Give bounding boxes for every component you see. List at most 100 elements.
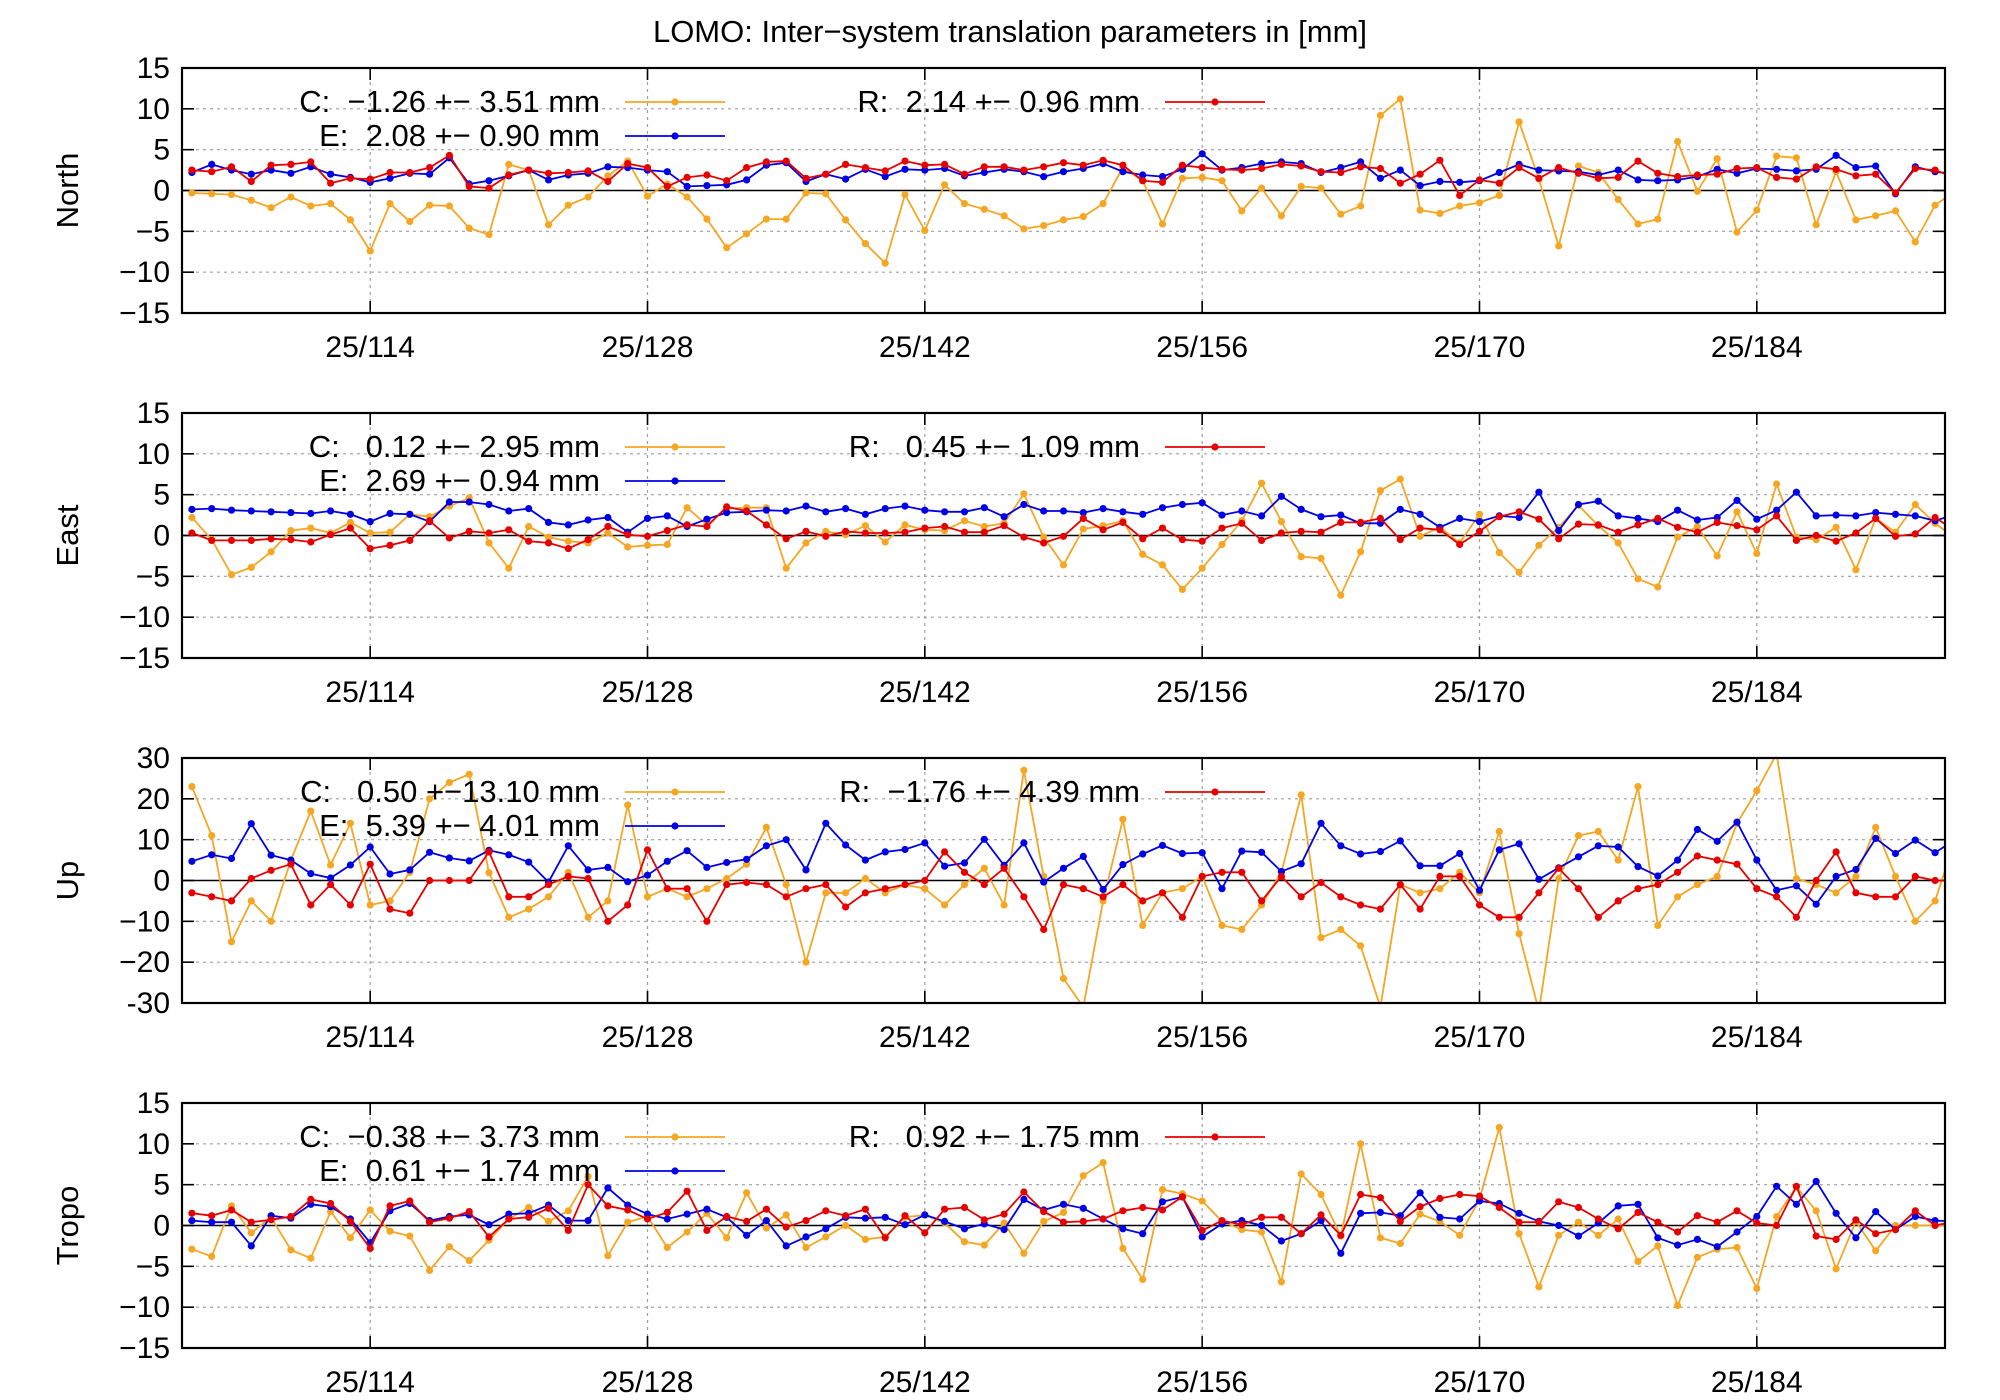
data-point-R [208, 536, 216, 545]
data-point-C [1733, 228, 1741, 236]
data-point-E [683, 182, 691, 190]
data-point-R [1515, 508, 1523, 516]
data-point-C [802, 958, 810, 966]
data-point-C [941, 901, 949, 909]
data-point-E [1634, 863, 1642, 871]
data-point-E [1416, 862, 1424, 870]
legend-entry-R: R: −1.76 +− 4.39 mm [839, 774, 1265, 809]
data-point-R [525, 1213, 533, 1221]
data-point-R [1911, 1207, 1919, 1215]
data-point-E [208, 505, 216, 513]
data-point-C [1198, 564, 1206, 572]
data-point-E [1119, 861, 1127, 869]
data-point-E [782, 836, 790, 844]
data-point-R [445, 876, 453, 885]
data-point-C [1178, 585, 1186, 594]
data-point-R [505, 526, 513, 534]
data-point-R [901, 881, 909, 889]
data-point-C [723, 244, 731, 252]
data-point-E [525, 858, 533, 866]
y-tick-label: −10 [119, 256, 170, 289]
data-point-C [386, 528, 394, 536]
data-point-R [1733, 522, 1741, 530]
data-point-R [1634, 157, 1642, 165]
data-point-R [386, 168, 394, 177]
data-point-R [525, 166, 533, 174]
data-point-R [1079, 161, 1087, 169]
data-point-R [1654, 881, 1662, 889]
data-point-R [1812, 1232, 1820, 1240]
data-point-E [1297, 505, 1305, 513]
data-point-R [762, 158, 771, 166]
data-point-E [901, 502, 909, 510]
y-tick-label: 20 [137, 783, 170, 816]
data-point-C [703, 885, 711, 893]
data-point-E [1337, 511, 1345, 519]
data-point-C [1317, 1190, 1325, 1199]
data-point-E [1000, 1226, 1008, 1234]
data-point-C [1693, 1253, 1701, 1261]
data-point-E [1911, 512, 1919, 520]
data-point-R [881, 1234, 889, 1242]
data-point-R [208, 893, 216, 901]
data-point-R [1495, 513, 1503, 521]
data-point-R [544, 169, 553, 177]
data-point-R [624, 160, 632, 168]
data-point-C [1792, 154, 1800, 162]
data-point-E [1594, 842, 1602, 850]
data-point-R [525, 537, 533, 545]
data-point-R [1832, 1235, 1840, 1243]
legend-label-C: C: −0.38 +− 3.73 mm [299, 1119, 600, 1154]
data-point-E [1079, 1204, 1087, 1212]
data-point-E [1733, 1228, 1741, 1236]
data-point-E [921, 506, 929, 514]
panel-north: 15 10 5 0 −5 −10 −15 25/114 25/128 25/142 25/156 25… [50, 52, 1947, 364]
data-point-E [1396, 837, 1404, 845]
data-point-C [643, 893, 652, 901]
series-R [188, 151, 1945, 199]
data-point-E [208, 851, 216, 859]
y-tick-label: 10 [137, 824, 170, 857]
data-point-C [327, 200, 335, 208]
data-point-R [346, 1217, 354, 1225]
data-point-R [941, 848, 949, 856]
data-point-R [604, 177, 612, 186]
data-point-R [1594, 1215, 1602, 1223]
data-point-R [247, 874, 255, 883]
y-tick-label: −15 [119, 1332, 170, 1365]
data-point-E [1436, 862, 1444, 870]
data-point-C [406, 217, 414, 226]
data-point-C [604, 897, 612, 905]
data-point-R [901, 1212, 909, 1220]
data-point-C [861, 240, 870, 248]
data-point-C [1773, 1212, 1781, 1221]
data-point-C [1000, 212, 1008, 220]
data-point-E [346, 510, 354, 518]
data-point-R [188, 166, 196, 174]
data-point-E [842, 175, 850, 183]
data-point-E [1396, 1212, 1404, 1220]
data-point-E [842, 841, 850, 849]
data-point-E [1852, 512, 1860, 520]
data-point-E [1139, 850, 1147, 858]
data-point-C [227, 938, 236, 946]
data-point-E [1198, 849, 1206, 857]
data-point-E [1020, 1195, 1028, 1203]
data-point-C [346, 216, 354, 224]
data-point-R [1040, 925, 1048, 934]
data-point-R [445, 534, 453, 542]
data-point-C [1079, 213, 1087, 221]
data-point-C [1555, 1231, 1563, 1239]
data-point-R [227, 163, 236, 171]
data-point-E [1059, 168, 1068, 176]
data-point-C [663, 540, 671, 549]
data-point-R [1436, 526, 1444, 534]
data-point-E [1654, 177, 1662, 185]
data-point-C [782, 564, 790, 572]
data-point-E [1198, 499, 1206, 507]
y-axis-label: North [50, 153, 85, 229]
data-point-R [723, 177, 731, 185]
panel-tropo: 15 10 5 0 −5 −10 −15 25/114 25/128 25/142 25/156 25… [50, 1087, 1947, 1399]
data-point-C [1693, 522, 1701, 531]
data-point-C [485, 539, 493, 547]
